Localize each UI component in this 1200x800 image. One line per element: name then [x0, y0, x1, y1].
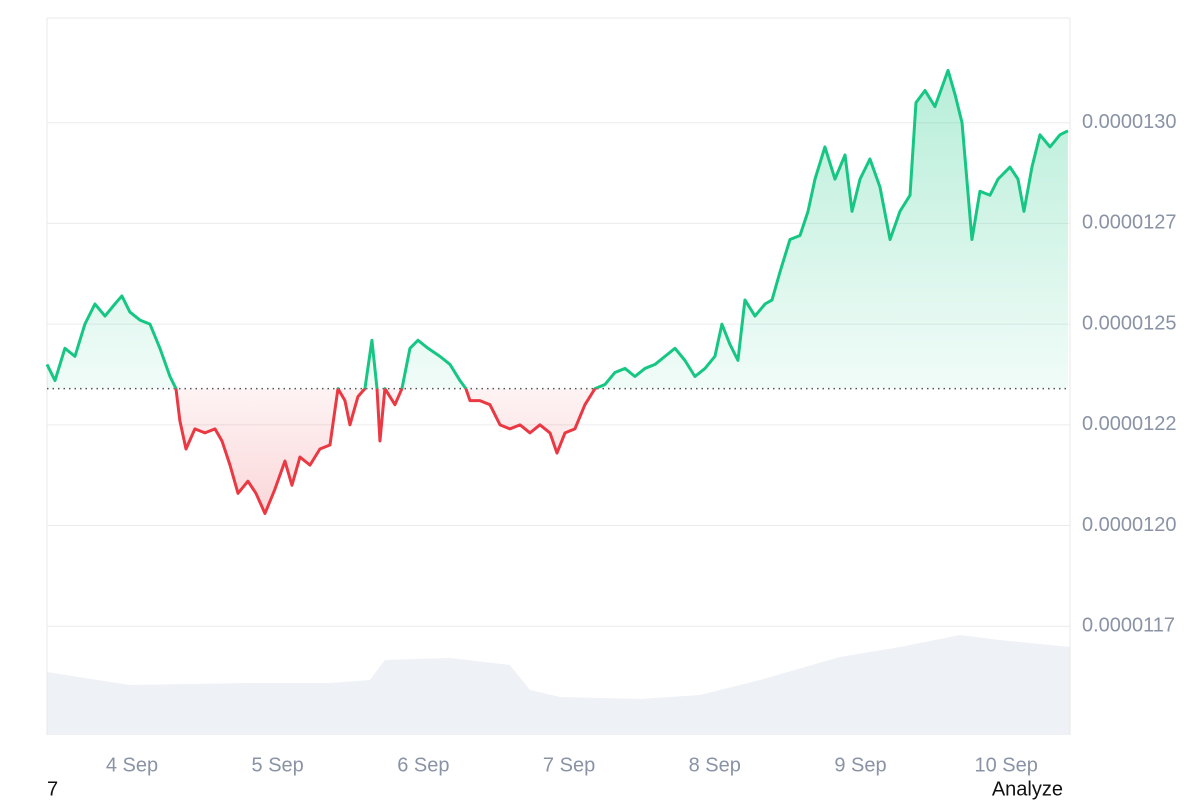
y-tick-label: 0.0000120: [1082, 514, 1177, 536]
y-tick-label: 0.0000130: [1082, 111, 1177, 133]
x-tick-label: 5 Sep: [252, 754, 304, 776]
x-tick-label: 6 Sep: [397, 754, 449, 776]
x-tick-label: 10 Sep: [974, 754, 1037, 776]
volume-area: [47, 635, 1070, 735]
x-tick-label: 4 Sep: [106, 754, 158, 776]
x-tick-label: 9 Sep: [834, 754, 886, 776]
price-area: [47, 70, 1068, 514]
price-line: [45, 68, 1069, 515]
x-tick-label: 8 Sep: [689, 754, 741, 776]
y-tick-label: 0.0000127: [1082, 212, 1177, 234]
y-tick-label: 0.0000122: [1082, 413, 1177, 435]
footer-right[interactable]: Analyze: [992, 778, 1063, 800]
y-tick-label: 0.0000117: [1082, 615, 1175, 637]
y-tick-label: 0.0000125: [1082, 312, 1177, 334]
footer-left: 7: [47, 778, 58, 800]
x-tick-label: 7 Sep: [543, 754, 595, 776]
